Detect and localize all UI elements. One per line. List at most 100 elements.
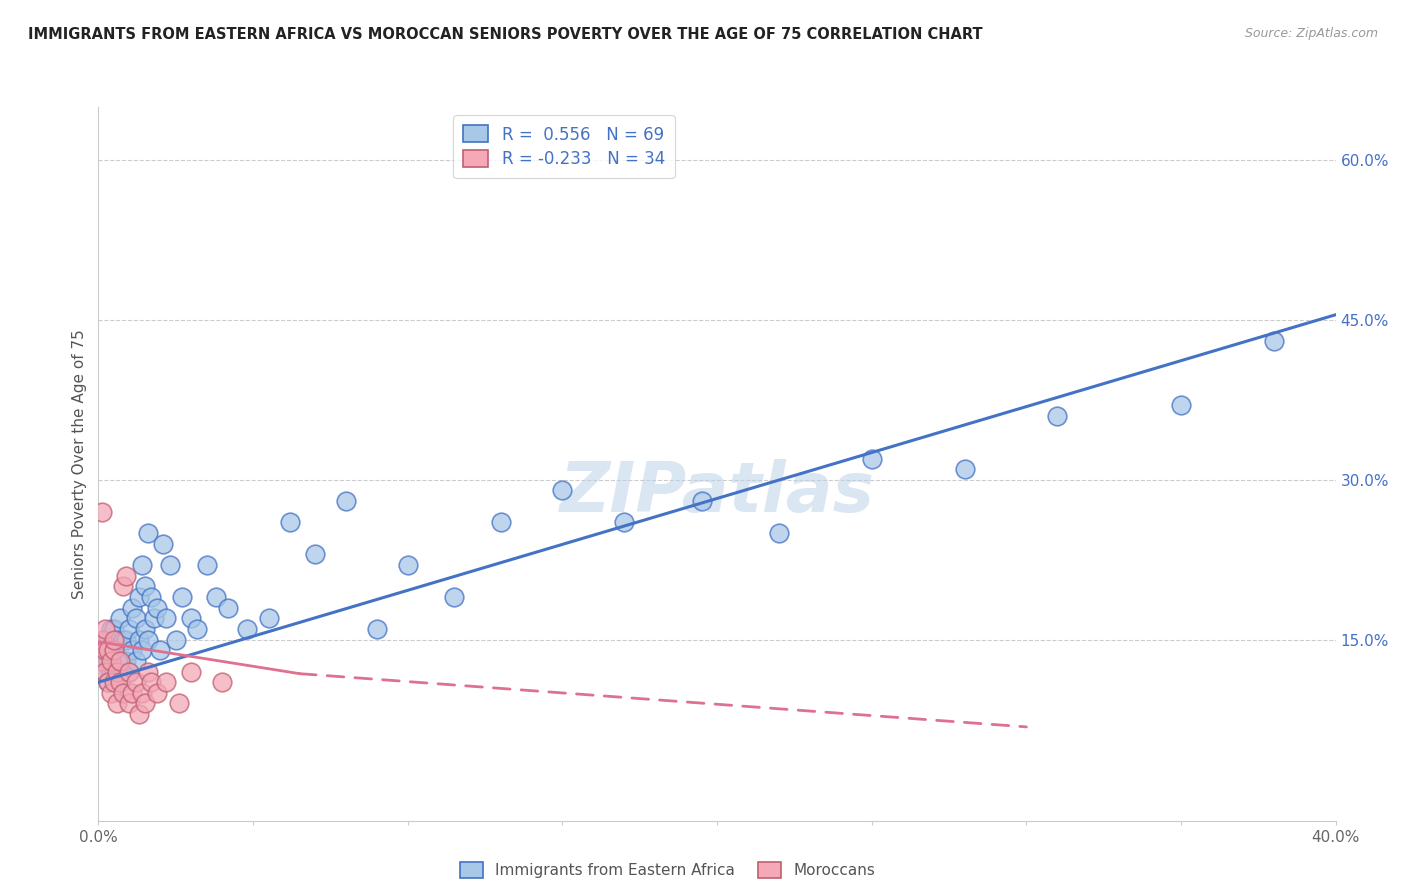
Point <box>121 643 143 657</box>
Point <box>396 558 419 572</box>
Point <box>97 632 120 647</box>
Point <box>149 643 172 657</box>
Point <box>93 643 115 657</box>
Point <box>205 590 228 604</box>
Point <box>103 675 125 690</box>
Point <box>108 675 131 690</box>
Point <box>115 568 138 582</box>
Point <box>124 654 146 668</box>
Point <box>1263 334 1285 349</box>
Point <box>100 654 122 668</box>
Text: ZIPatlas: ZIPatlas <box>560 458 875 526</box>
Point <box>159 558 181 572</box>
Point <box>170 590 193 604</box>
Point <box>134 579 156 593</box>
Point <box>1170 398 1192 412</box>
Point <box>97 675 120 690</box>
Point <box>121 600 143 615</box>
Point <box>257 611 280 625</box>
Point <box>90 505 112 519</box>
Point <box>100 622 122 636</box>
Point <box>115 632 138 647</box>
Point <box>118 622 141 636</box>
Point <box>136 632 159 647</box>
Point <box>100 665 122 679</box>
Point <box>100 686 122 700</box>
Point <box>90 654 112 668</box>
Point <box>124 611 146 625</box>
Point <box>953 462 976 476</box>
Point <box>128 632 150 647</box>
Point <box>103 622 125 636</box>
Point <box>768 526 790 541</box>
Point <box>115 654 138 668</box>
Point <box>93 665 115 679</box>
Point <box>443 590 465 604</box>
Text: Source: ZipAtlas.com: Source: ZipAtlas.com <box>1244 27 1378 40</box>
Legend: Immigrants from Eastern Africa, Moroccans: Immigrants from Eastern Africa, Moroccan… <box>454 856 882 884</box>
Point <box>139 675 162 690</box>
Point <box>118 665 141 679</box>
Point <box>131 558 153 572</box>
Point <box>134 697 156 711</box>
Point <box>217 600 239 615</box>
Point <box>105 665 128 679</box>
Point <box>551 483 574 498</box>
Point <box>613 516 636 530</box>
Point <box>103 643 125 657</box>
Point <box>108 654 131 668</box>
Point <box>165 632 187 647</box>
Point <box>211 675 233 690</box>
Point <box>278 516 301 530</box>
Point <box>236 622 259 636</box>
Point <box>100 643 122 657</box>
Point <box>93 632 115 647</box>
Point <box>112 654 135 668</box>
Point <box>90 632 112 647</box>
Point <box>112 632 135 647</box>
Point <box>93 665 115 679</box>
Point <box>118 697 141 711</box>
Point <box>366 622 388 636</box>
Point <box>90 643 112 657</box>
Point <box>105 632 128 647</box>
Point <box>1046 409 1069 423</box>
Point <box>93 643 115 657</box>
Point <box>103 643 125 657</box>
Point <box>108 611 131 625</box>
Point <box>136 526 159 541</box>
Point <box>97 675 120 690</box>
Point <box>136 665 159 679</box>
Point <box>155 675 177 690</box>
Point <box>860 451 883 466</box>
Point <box>108 654 131 668</box>
Point <box>108 675 131 690</box>
Point <box>155 611 177 625</box>
Point <box>146 600 169 615</box>
Point <box>112 579 135 593</box>
Point <box>131 686 153 700</box>
Point <box>180 665 202 679</box>
Point <box>143 611 166 625</box>
Point <box>103 632 125 647</box>
Point <box>90 654 112 668</box>
Point <box>489 516 512 530</box>
Point <box>103 665 125 679</box>
Point <box>167 697 190 711</box>
Point <box>128 590 150 604</box>
Point <box>105 697 128 711</box>
Point <box>180 611 202 625</box>
Text: IMMIGRANTS FROM EASTERN AFRICA VS MOROCCAN SENIORS POVERTY OVER THE AGE OF 75 CO: IMMIGRANTS FROM EASTERN AFRICA VS MOROCC… <box>28 27 983 42</box>
Point <box>93 622 115 636</box>
Point <box>139 590 162 604</box>
Point <box>128 707 150 722</box>
Point <box>146 686 169 700</box>
Point <box>97 654 120 668</box>
Point <box>690 494 713 508</box>
Point <box>118 665 141 679</box>
Point <box>124 675 146 690</box>
Y-axis label: Seniors Poverty Over the Age of 75: Seniors Poverty Over the Age of 75 <box>72 329 87 599</box>
Point <box>121 686 143 700</box>
Point <box>335 494 357 508</box>
Point <box>195 558 218 572</box>
